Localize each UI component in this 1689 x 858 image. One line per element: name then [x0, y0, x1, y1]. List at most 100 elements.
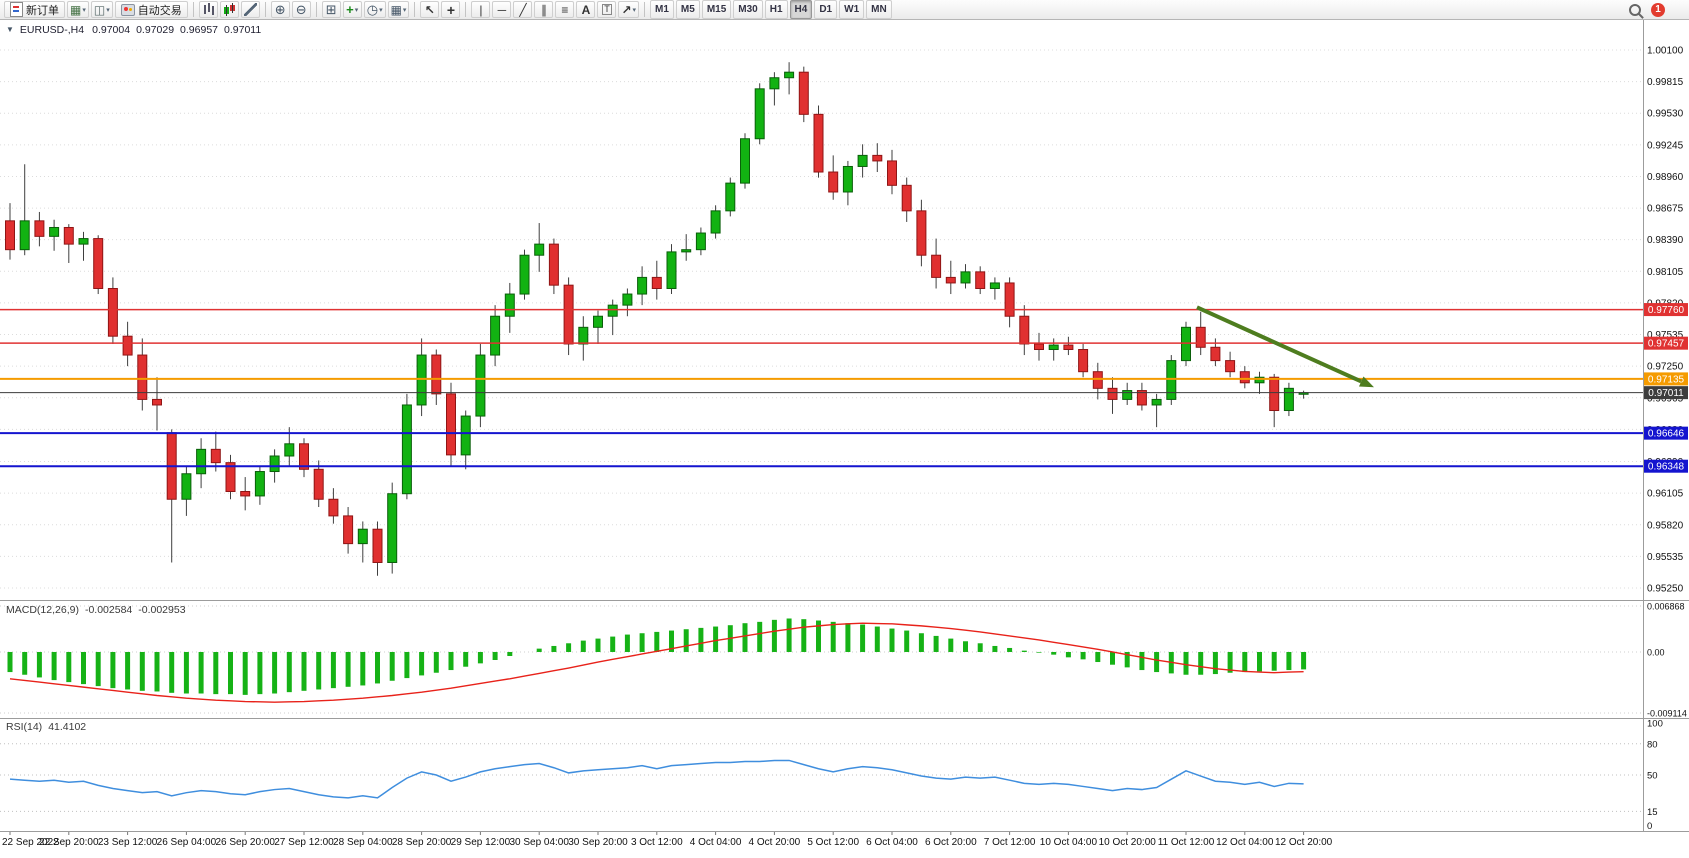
toolbar-separator [465, 2, 467, 17]
arrows-tool-button[interactable]: ↗ ▾ [618, 1, 640, 18]
new-chart-button[interactable]: ▦ ▾ [67, 1, 89, 18]
candle-body [1254, 376, 1265, 384]
auto-trading-icon [120, 3, 135, 16]
candle-body [578, 326, 589, 345]
timeframe-button-m30[interactable]: M30 [733, 0, 763, 19]
tile-windows-button[interactable]: ⊞ [321, 1, 341, 18]
candle-body [372, 528, 383, 563]
new-order-button[interactable]: 新订单 [4, 1, 65, 18]
trend-arrow[interactable] [1196, 305, 1363, 384]
candle-body [313, 468, 324, 500]
bar-chart-button[interactable] [198, 1, 218, 18]
candle-body [901, 184, 912, 212]
horizontal-line-tool-button[interactable]: ─ [492, 1, 512, 18]
profiles-button[interactable]: ◫ ▾ [90, 1, 113, 18]
indicators-button[interactable]: + ▾ [342, 1, 362, 18]
timeframe-button-d1[interactable]: D1 [814, 0, 838, 19]
timeframe-button-h1[interactable]: H1 [764, 0, 788, 19]
candle-body [1181, 326, 1191, 362]
candle-body [269, 455, 280, 473]
candle-body [460, 415, 471, 456]
candle-body [725, 182, 736, 212]
time-axis-label: 28 Sep 04:00 [333, 837, 393, 848]
rsi-axis-label: 100 [1647, 719, 1663, 730]
symbol-period-label: EURUSD-,H4 [19, 24, 85, 36]
candlestick-chart-button[interactable] [219, 1, 239, 18]
candle-body [107, 287, 118, 337]
candle-body [534, 243, 545, 256]
trendline-tool-button[interactable]: ╱ [513, 1, 533, 18]
timeframe-button-m15[interactable]: M15 [701, 0, 732, 19]
fibonacci-tool-button[interactable]: ≡ [555, 1, 575, 18]
timeframe-button-m5[interactable]: M5 [675, 0, 700, 19]
candle-body [1136, 390, 1147, 406]
zoom-in-button[interactable]: ⊕ [270, 1, 290, 18]
rsi-pane-title: RSI(14) 41.4102 [6, 721, 86, 733]
templates-button[interactable]: ▦ ▾ [387, 1, 410, 18]
candle-body [784, 71, 795, 79]
candle-body [975, 271, 986, 289]
time-axis-label: 29 Sep 12:00 [451, 837, 511, 848]
candle-body [431, 354, 442, 395]
trendline-icon: ╱ [519, 2, 527, 17]
vertical-line-tool-button[interactable]: | [471, 1, 491, 18]
candle-body [989, 282, 1000, 289]
candle-body [78, 238, 89, 245]
timeframe-button-m1[interactable]: M1 [650, 0, 674, 19]
search-icon[interactable] [1629, 3, 1641, 16]
notification-badge[interactable]: 1 [1651, 2, 1665, 17]
time-axis-label: 4 Oct 20:00 [749, 837, 801, 848]
price-axis-label: 0.99530 [1647, 109, 1684, 120]
periods-button[interactable]: ◷ ▾ [363, 1, 386, 18]
price-axis-label: 0.97250 [1647, 362, 1684, 373]
time-axis-label: 30 Sep 20:00 [568, 837, 628, 848]
chevron-down-icon: ▾ [402, 6, 407, 14]
fibonacci-icon: ≡ [561, 2, 569, 17]
zoom-in-icon: ⊕ [274, 2, 286, 17]
symbol-dropdown-icon: ▼ [6, 25, 14, 34]
crosshair-tool-button[interactable]: + [441, 1, 461, 18]
time-axis-label: 10 Oct 20:00 [1099, 837, 1157, 848]
text-tool-button[interactable]: A [576, 1, 596, 18]
macd-main-value: -0.002584 [84, 604, 133, 616]
zoom-out-button[interactable]: ⊖ [291, 1, 311, 18]
chart-title: ▼ EURUSD-,H4 0.97004 0.97029 0.96957 0.9… [6, 24, 261, 36]
price-axis-label: 0.95820 [1647, 520, 1684, 531]
price-tag-label: 0.96646 [1648, 429, 1685, 440]
candle-body [93, 238, 104, 289]
auto-trading-button[interactable]: 自动交易 [114, 1, 188, 18]
time-axis-label: 7 Oct 12:00 [984, 837, 1036, 848]
timeframe-button-h4[interactable]: H4 [789, 0, 813, 19]
horizontal-line-icon: ─ [497, 2, 507, 17]
macd-pane-splitter[interactable] [0, 600, 1689, 601]
price-tag [1644, 426, 1688, 440]
candle-body [842, 165, 853, 193]
price-tag-label: 0.96348 [1648, 462, 1685, 473]
text-label-tool-button[interactable]: T [597, 1, 617, 18]
cursor-tool-button[interactable]: ↖ [420, 1, 440, 18]
timeframe-button-mn[interactable]: MN [866, 0, 892, 19]
toolbar-separator [192, 2, 194, 17]
time-axis-label: 23 Sep 12:00 [98, 837, 158, 848]
profiles-icon: ◫ [93, 2, 106, 17]
toolbar-separator [264, 2, 266, 17]
candle-body [5, 220, 15, 251]
line-chart-button[interactable] [240, 1, 260, 18]
candle-body [49, 226, 60, 237]
timeframe-button-w1[interactable]: W1 [839, 0, 865, 19]
price-tag-label: 0.97457 [1648, 339, 1685, 350]
price-axis-label: 1.00100 [1647, 46, 1684, 57]
candlestick-chart-icon [222, 3, 236, 16]
channel-tool-button[interactable]: ∥ [534, 1, 554, 18]
rsi-axis-label: 80 [1647, 739, 1658, 750]
rsi-pane-splitter[interactable] [0, 718, 1689, 719]
time-axis-label: 27 Sep 12:00 [274, 837, 334, 848]
trend-arrow-head [1358, 376, 1374, 388]
rsi-axis-label: 15 [1647, 807, 1658, 818]
candle-body [490, 315, 501, 356]
timeframe-toolbar: M1 M5 M15 M30 H1 H4 D1 W1 MN [649, 0, 893, 19]
candle-body [931, 254, 942, 278]
candle-body [299, 443, 309, 470]
